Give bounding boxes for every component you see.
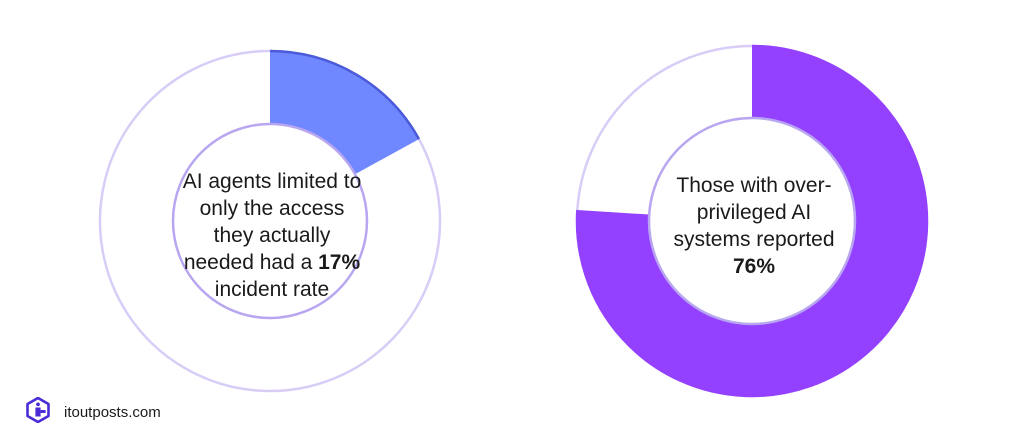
- brand-name: itoutposts.com: [64, 404, 161, 421]
- right-donut-outer-accent-stroke: [575, 44, 929, 398]
- left-label-suffix: incident rate: [214, 278, 330, 301]
- donut-right: [575, 44, 929, 398]
- left-donut-inner-circle: [171, 122, 369, 320]
- itoutposts-logo-icon: [26, 396, 50, 428]
- left-donut-slice-rest: [100, 51, 441, 392]
- left-label-prefix: AI agents limited to only the access the…: [182, 170, 362, 274]
- right-donut-slice-accent: [577, 46, 927, 396]
- right-donut-outer-rest-stroke: [576, 44, 753, 211]
- donut-left: [98, 49, 442, 393]
- right-donut-label: Those with over-privileged AI systems re…: [660, 172, 848, 280]
- left-donut-label: AI agents limited to only the access the…: [178, 168, 366, 303]
- left-donut-outer-rest-stroke: [98, 49, 442, 393]
- left-donut-outer-accent-stroke: [269, 49, 421, 140]
- right-label-value: 76%: [732, 255, 776, 278]
- right-donut-inner-circle: [647, 116, 857, 326]
- left-donut-slice-accent: [270, 51, 419, 175]
- right-label-prefix: Those with over-privileged AI systems re…: [673, 174, 835, 251]
- brand-logo[interactable]: itoutposts.com: [26, 396, 161, 428]
- right-donut-slice-rest: [577, 46, 752, 215]
- left-label-value: 17%: [318, 251, 361, 274]
